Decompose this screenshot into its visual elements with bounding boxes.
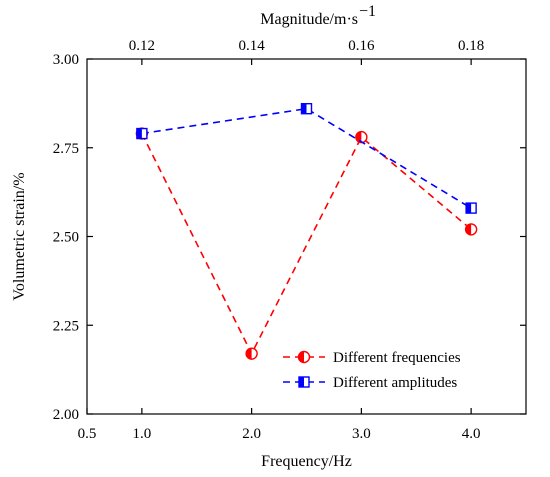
y-tick-label: 2.50 [53,230,79,246]
marker-fill [298,351,304,363]
marker-fill [355,131,362,143]
series-line-1 [141,133,472,356]
top-tick-label: 0.12 [129,38,155,54]
top-tick-label: 0.16 [348,38,375,54]
top-axis-title-superscript: −1 [359,3,376,20]
data-point [465,202,477,214]
legend-label: Different amplitudes [333,375,457,391]
legend: Different frequencies Different amplitude… [283,350,461,391]
legend-marker [298,376,310,388]
top-tick-label: 0.18 [458,38,484,54]
marker-fill [246,348,252,360]
data-point [136,127,148,140]
legend-marker [297,350,311,364]
x-tick-label: 4.0 [462,426,481,442]
marker-fill [299,377,304,387]
y-tick-label: 2.00 [53,407,79,423]
legend-label: Different frequencies [333,350,461,366]
y-axis-title: Volumetric strain/% [11,172,28,300]
data-point [464,223,478,236]
x-tick-label: 0.5 [78,426,97,442]
y-tick-label: 2.75 [53,141,79,157]
series-layer [135,102,478,360]
x-tick-label: 1.0 [133,426,152,442]
top-axis-title: Magnitude/m·s [260,11,358,28]
data-point [300,102,313,115]
x-tick-label: 2.0 [242,426,261,442]
marker-fill [136,128,142,139]
y-tick-label: 3.00 [53,52,79,68]
marker-fill [465,223,472,235]
data-point [355,130,368,144]
y-tick-label: 2.25 [53,318,79,334]
marker-fill [301,103,307,114]
marker-fill [466,203,472,214]
data-point [245,347,258,360]
top-tick-label: 0.14 [239,38,266,54]
x-tick-label: 3.0 [352,426,371,442]
series-line-2 [141,107,472,209]
axes: 0.5 1.0 2.0 3.0 4.0 2.00 2.25 2.50 2.75 3.00 0.12 0… [53,38,527,442]
x-axis-title: Frequency/Hz [261,453,352,470]
